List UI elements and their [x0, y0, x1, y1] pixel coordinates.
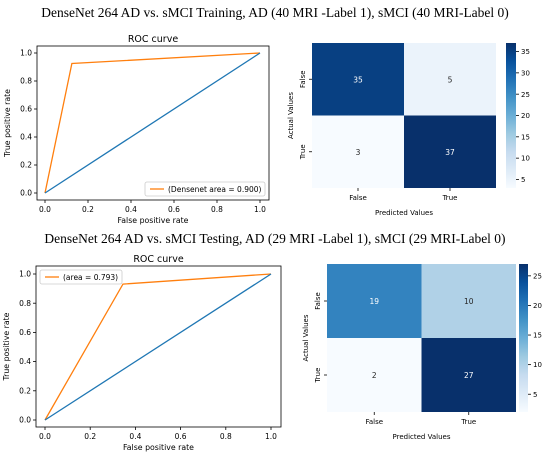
x-tick-label: 0.2: [84, 432, 96, 441]
heatmap-cell: [421, 338, 516, 412]
legend-box: [39, 269, 123, 285]
cell-value-label: 37: [445, 148, 455, 157]
x-tick-label: 0.8: [211, 205, 223, 214]
y-axis-label: Actual Values: [287, 92, 295, 139]
heatmap-cell: [404, 115, 496, 188]
y-tick-label: 0.6: [19, 328, 31, 337]
legend-box: [144, 181, 266, 197]
x-tick-label: True: [460, 418, 476, 426]
x-tick-label: 0.0: [39, 205, 51, 214]
y-tick-label: False: [299, 70, 307, 88]
heatmap-cell: [327, 264, 422, 338]
x-tick-label: 0.8: [220, 432, 232, 441]
x-axis-label: False positive rate: [123, 443, 194, 452]
y-axis-label: Actual Values: [302, 314, 310, 361]
y-tick-label: 0.0: [20, 189, 32, 198]
cell-value-label: 5: [448, 75, 453, 84]
x-tick-label: 0.4: [125, 205, 137, 214]
roc-axes-frame: [36, 45, 270, 201]
x-tick-label: 1.0: [254, 205, 266, 214]
x-tick-label: 0.2: [82, 205, 94, 214]
x-tick-label: True: [442, 194, 458, 202]
heatmap-cell: [327, 338, 422, 412]
y-axis-label: True positive rate: [3, 89, 12, 158]
y-axis-label: True positive rate: [2, 312, 11, 381]
x-axis-label: False positive rate: [118, 216, 189, 225]
colorbar-tick-label: 5: [521, 176, 525, 184]
x-tick-label: 0.6: [175, 432, 187, 441]
colorbar-tick-label: 15: [521, 133, 530, 141]
y-tick-label: 0.2: [19, 386, 31, 395]
y-tick-label: 0.8: [19, 299, 31, 308]
cell-value-label: 19: [369, 297, 379, 306]
roc-axes-frame: [35, 265, 282, 428]
cell-value-label: 35: [353, 75, 363, 84]
colorbar-tick-label: 20: [521, 112, 530, 120]
y-tick-label: True: [299, 144, 307, 160]
colorbar-tick-label: 30: [521, 69, 530, 77]
y-tick-label: 0.0: [19, 416, 31, 425]
colorbar-tick-label: 15: [533, 332, 542, 340]
colorbar-tick-label: 25: [521, 91, 530, 99]
x-tick-label: False: [365, 418, 383, 426]
colorbar: [519, 264, 528, 412]
colorbar-tick-label: 10: [533, 361, 542, 369]
heatmap-cell: [312, 43, 404, 116]
x-tick-label: False: [349, 194, 367, 202]
training-figure-title: DenseNet 264 AD vs. sMCI Training, AD (4…: [41, 5, 509, 20]
colorbar-tick-label: 25: [533, 272, 542, 280]
y-tick-label: True: [314, 368, 322, 384]
roc-title: ROC curve: [128, 34, 179, 45]
colorbar: [506, 43, 516, 188]
heatmap-cell: [404, 43, 496, 116]
heatmap-cell: [312, 115, 404, 188]
chance-diagonal-line: [44, 52, 261, 194]
heatmap-cell: [421, 264, 516, 338]
colorbar-tick-label: 10: [521, 155, 530, 163]
x-axis-label: Predicted Values: [393, 433, 451, 441]
y-tick-label: 0.8: [20, 77, 32, 86]
y-tick-label: False: [314, 292, 322, 310]
x-tick-label: 1.0: [265, 432, 277, 441]
x-tick-label: 0.6: [168, 205, 180, 214]
cell-value-label: 10: [464, 297, 474, 306]
legend-label: (Densenet area = 0.900): [168, 185, 262, 194]
cell-value-label: 2: [372, 371, 377, 380]
cell-value-label: 3: [356, 148, 361, 157]
x-axis-label: Predicted Values: [375, 209, 433, 217]
testing-figure-title: DenseNet 264 AD vs. sMCI Testing, AD (29…: [44, 231, 506, 246]
y-tick-label: 0.6: [20, 105, 32, 114]
cell-value-label: 27: [464, 371, 474, 380]
legend-label: (area = 0.793): [63, 273, 118, 282]
x-tick-label: 0.0: [39, 432, 51, 441]
chance-diagonal-line: [44, 273, 272, 421]
roc-curve-line: [44, 273, 272, 421]
y-tick-label: 0.2: [20, 161, 32, 170]
y-tick-label: 1.0: [19, 270, 31, 279]
x-tick-label: 0.4: [129, 432, 141, 441]
colorbar-tick-label: 5: [533, 391, 537, 399]
colorbar-tick-label: 35: [521, 48, 530, 56]
roc-title: ROC curve: [133, 254, 184, 265]
y-tick-label: 1.0: [20, 49, 32, 58]
y-tick-label: 0.4: [20, 133, 32, 142]
y-tick-label: 0.4: [19, 357, 31, 366]
colorbar-tick-label: 20: [533, 302, 542, 310]
roc-curve-line: [44, 52, 261, 194]
